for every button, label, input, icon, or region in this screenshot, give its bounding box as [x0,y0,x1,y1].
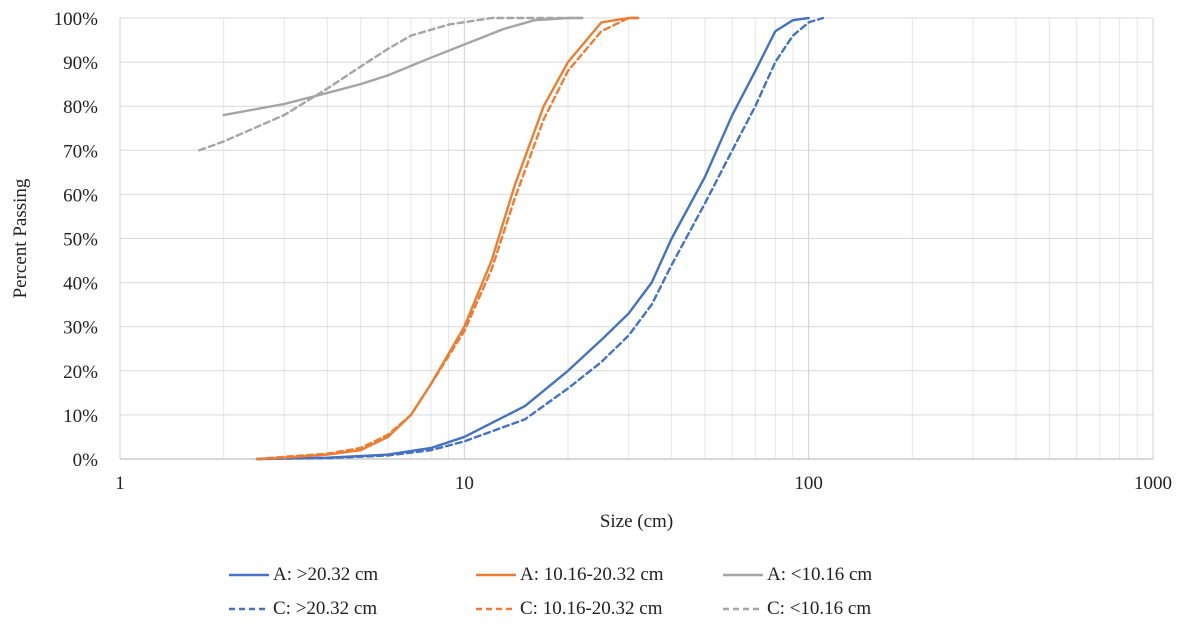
x-tick-label: 10 [455,473,474,494]
legend-item: A: 10.16-20.32 cm [475,564,722,586]
legend-swatch [229,573,269,577]
legend-label: A: <10.16 cm [767,564,873,585]
y-tick-label: 60% [63,185,98,206]
legend-swatch [476,607,516,611]
legend-swatch [229,607,269,611]
legend-label: C: <10.16 cm [767,598,872,619]
y-tick-label: 10% [63,406,98,427]
legend-item: A: >20.32 cm [228,564,475,586]
y-axis-title: Percent Passing [10,178,31,298]
series-line [255,16,825,461]
y-tick-label: 0% [73,450,99,471]
legend-label: C: >20.32 cm [273,598,378,619]
series-line [255,16,640,461]
series-line [255,16,810,461]
legend: A: >20.32 cm A: 10.16-20.32 cm A: <10.16 c… [228,564,948,620]
legend-swatch [723,607,763,611]
series-line [222,16,584,117]
legend-item: C: >20.32 cm [228,598,475,620]
legend-label: C: 10.16-20.32 cm [520,598,663,619]
y-tick-label: 50% [63,230,98,251]
legend-item: C: <10.16 cm [722,598,948,620]
legend-label: A: 10.16-20.32 cm [520,564,664,585]
y-tick-label: 90% [63,53,98,74]
legend-label: A: >20.32 cm [273,564,379,585]
y-tick-label: 100% [54,9,99,30]
y-tick-label: 40% [63,274,98,295]
legend-item: A: <10.16 cm [722,564,948,586]
y-tick-label: 30% [63,318,98,339]
y-tick-label: 80% [63,97,98,118]
x-axis-title: Size (cm) [600,511,673,532]
series-line [198,16,584,152]
series-line [255,16,640,461]
y-tick-label: 70% [63,141,98,162]
legend-swatch [723,573,763,577]
legend-swatch [476,573,516,577]
grid-lines [119,17,1154,460]
series-lines [198,16,825,461]
x-tick-label: 1 [115,473,125,494]
x-tick-label: 100 [794,473,823,494]
legend-item: C: 10.16-20.32 cm [475,598,722,620]
tick-labels: 0% 10% 20% 30% 40% 50% 60% 70% 80% 90% 100% 1 10 100 1… [54,9,1172,494]
x-tick-label: 1000 [1134,473,1172,494]
y-tick-label: 20% [63,362,98,383]
